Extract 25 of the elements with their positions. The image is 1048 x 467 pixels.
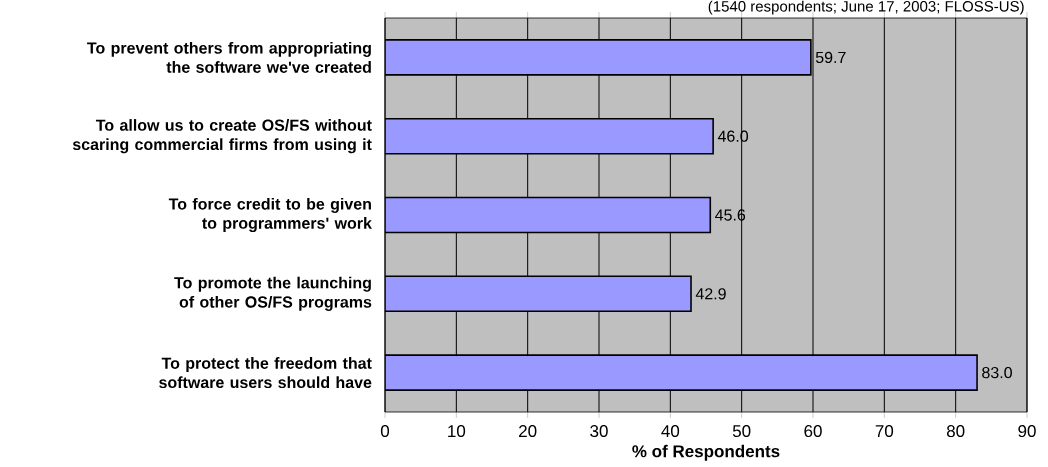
x-tick-label: 70 — [875, 425, 894, 438]
y-tick-label: To allow us to create OS/FS without scaring commercial firms from using it — [72, 119, 372, 154]
y-tick-label: To force credit to be given to programmers' work — [168, 197, 372, 233]
x-tick-label: 50 — [732, 425, 751, 438]
text: (1540 respondents; June 17, 2003; FLOSS-US) — [708, 0, 1024, 15]
y-tick-label: To promote the launching of other OS/FS programs — [174, 276, 372, 311]
data-label: 42.9 — [695, 288, 726, 300]
x-tick-label: 40 — [661, 425, 680, 438]
y-tick-label: To prevent others from appropriating the software we've created — [87, 41, 371, 73]
y-tick-label: To protect the freedom that software users should have — [159, 357, 372, 389]
bar — [385, 196, 712, 234]
x-tick-label: 10 — [448, 425, 466, 438]
x-tick-label: 90 — [1018, 425, 1036, 438]
x-tick-label: 60 — [804, 425, 822, 438]
x-tick-label: 20 — [519, 425, 537, 438]
bar — [385, 275, 692, 313]
bar — [385, 354, 978, 391]
x-tick-label: 80 — [946, 425, 965, 438]
data-label: 83.0 — [982, 366, 1012, 379]
bar — [385, 39, 812, 76]
x-tick-label: 30 — [590, 425, 608, 438]
x-axis-title: % of Respondents — [632, 444, 780, 461]
x-tick-label: 0 — [380, 425, 390, 438]
bar — [385, 117, 714, 155]
data-label: 59.7 — [815, 51, 846, 64]
